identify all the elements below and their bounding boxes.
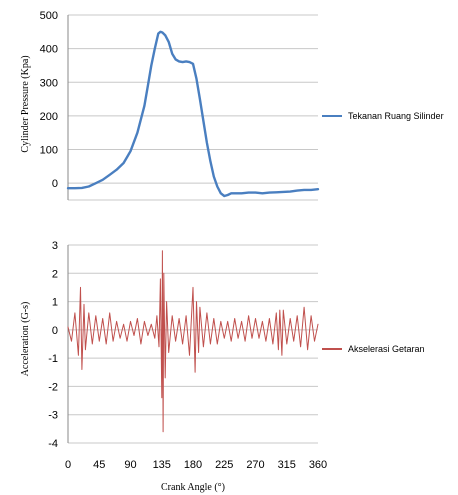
acceleration-x-tick-label: 0 — [65, 459, 71, 471]
acceleration-legend-label: Akselerasi Getaran — [348, 344, 425, 354]
acceleration-x-tick-label: 90 — [124, 459, 136, 471]
pressure-series-line — [66, 30, 320, 198]
acceleration-legend: Akselerasi Getaran — [322, 344, 425, 354]
acceleration-y-tick-label: 0 — [52, 325, 58, 337]
pressure-y-tick-label: 500 — [40, 10, 58, 22]
acceleration-y-tick-label: -3 — [48, 410, 58, 422]
acceleration-y-tick-label: 1 — [52, 297, 58, 309]
pressure-y-axis-label: Cylinder Pressure (Kpa) — [20, 55, 31, 152]
acceleration-x-tick-label: 180 — [184, 459, 202, 471]
cylinder-pressure-chart: 0 100 200 300 400 500 — [40, 10, 320, 201]
acceleration-y-tick-label: 2 — [52, 268, 58, 280]
pressure-y-tick-label: 200 — [40, 111, 58, 123]
acceleration-y-tick-label: -1 — [48, 353, 58, 365]
pressure-y-tick-label: 400 — [40, 44, 58, 56]
pressure-legend: Tekanan Ruang Silinder — [322, 111, 444, 121]
pressure-y-tick-label: 300 — [40, 77, 58, 89]
pressure-y-tick-label: 100 — [40, 145, 58, 157]
acceleration-x-tick-label: 270 — [246, 459, 264, 471]
acceleration-x-tick-label: 45 — [93, 459, 105, 471]
acceleration-y-tick-label: -2 — [48, 381, 58, 393]
acceleration-chart: -4 -3 -2 -1 0 1 2 3 0 45 90 135 180 225 270 315 360 — [48, 240, 327, 471]
acceleration-x-tick-label: 225 — [215, 459, 233, 471]
acceleration-series-line — [67, 250, 319, 433]
acceleration-x-tick-label: 315 — [278, 459, 296, 471]
pressure-y-tick-label: 0 — [52, 178, 58, 190]
acceleration-y-axis-label: Acceleration (G-s) — [20, 302, 31, 377]
acceleration-y-tick-label: -4 — [48, 438, 58, 450]
acceleration-y-tick-label: 3 — [52, 240, 58, 252]
crank-angle-x-axis-label: Crank Angle (°) — [161, 482, 225, 493]
acceleration-x-tick-label: 135 — [153, 459, 171, 471]
acceleration-x-tick-label: 360 — [309, 459, 327, 471]
pressure-legend-label: Tekanan Ruang Silinder — [348, 111, 444, 121]
